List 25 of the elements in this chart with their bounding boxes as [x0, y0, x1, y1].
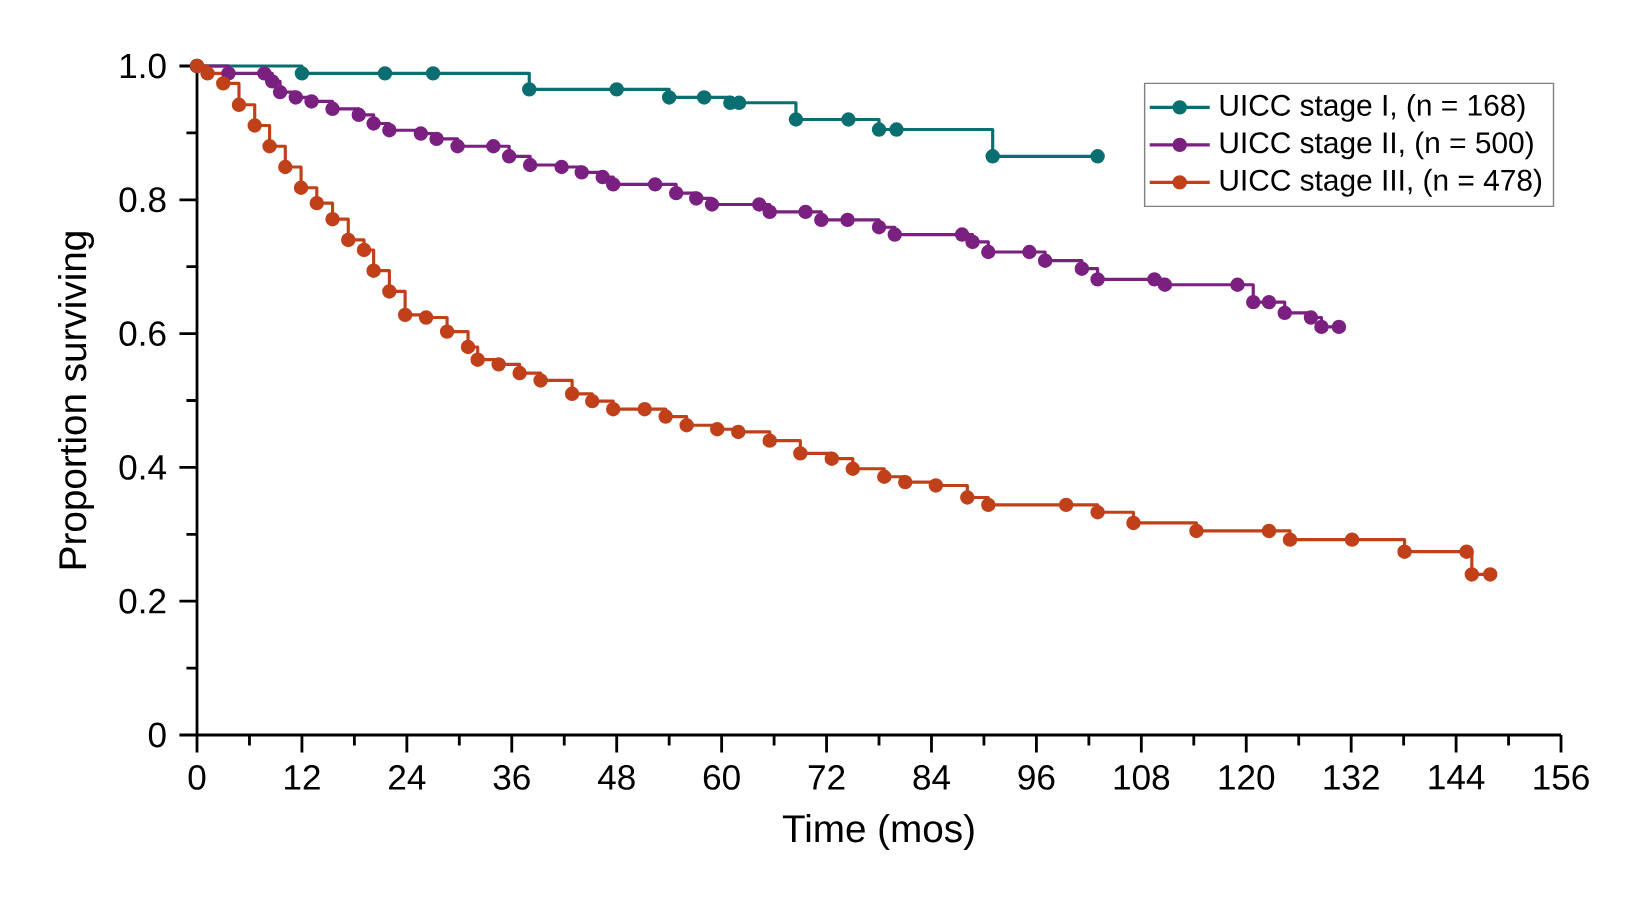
x-tick-label: 144 [1429, 764, 1485, 790]
legend-label: UICC stage II, (n = 500) [1220, 131, 1533, 160]
x-tick-label: 24 [389, 765, 426, 790]
y-tick-label: 0 [148, 722, 166, 748]
legend-label: UICC stage I, (n = 168) [1220, 93, 1525, 122]
x-tick-label: 12 [285, 765, 320, 790]
x-tick-label: 84 [913, 765, 950, 790]
legend-label: UICC stage III, (n = 478) [1220, 168, 1542, 197]
x-tick-label: 132 [1324, 765, 1379, 790]
y-tick-label: 0.4 [119, 454, 166, 480]
x-tick-label: 156 [1534, 765, 1589, 790]
y-tick-label: 0.8 [119, 187, 166, 213]
x-axis-title: Time (mos) [782, 814, 974, 851]
x-tick-label: 0 [188, 765, 206, 790]
y-tick-label: 1.0 [120, 53, 166, 79]
x-tick-label: 36 [493, 765, 530, 790]
x-tick-label: 60 [703, 765, 740, 790]
y-tick-label: 0.2 [119, 588, 166, 614]
x-tick-label: 72 [808, 765, 845, 790]
y-tick-label: 0.6 [119, 321, 166, 347]
x-tick-label: 120 [1219, 765, 1275, 790]
x-tick-label: 108 [1114, 765, 1170, 790]
x-tick-label: 48 [597, 765, 635, 790]
y-axis-title: Proportion surviving [58, 232, 94, 569]
x-tick-label: 96 [1018, 765, 1055, 790]
